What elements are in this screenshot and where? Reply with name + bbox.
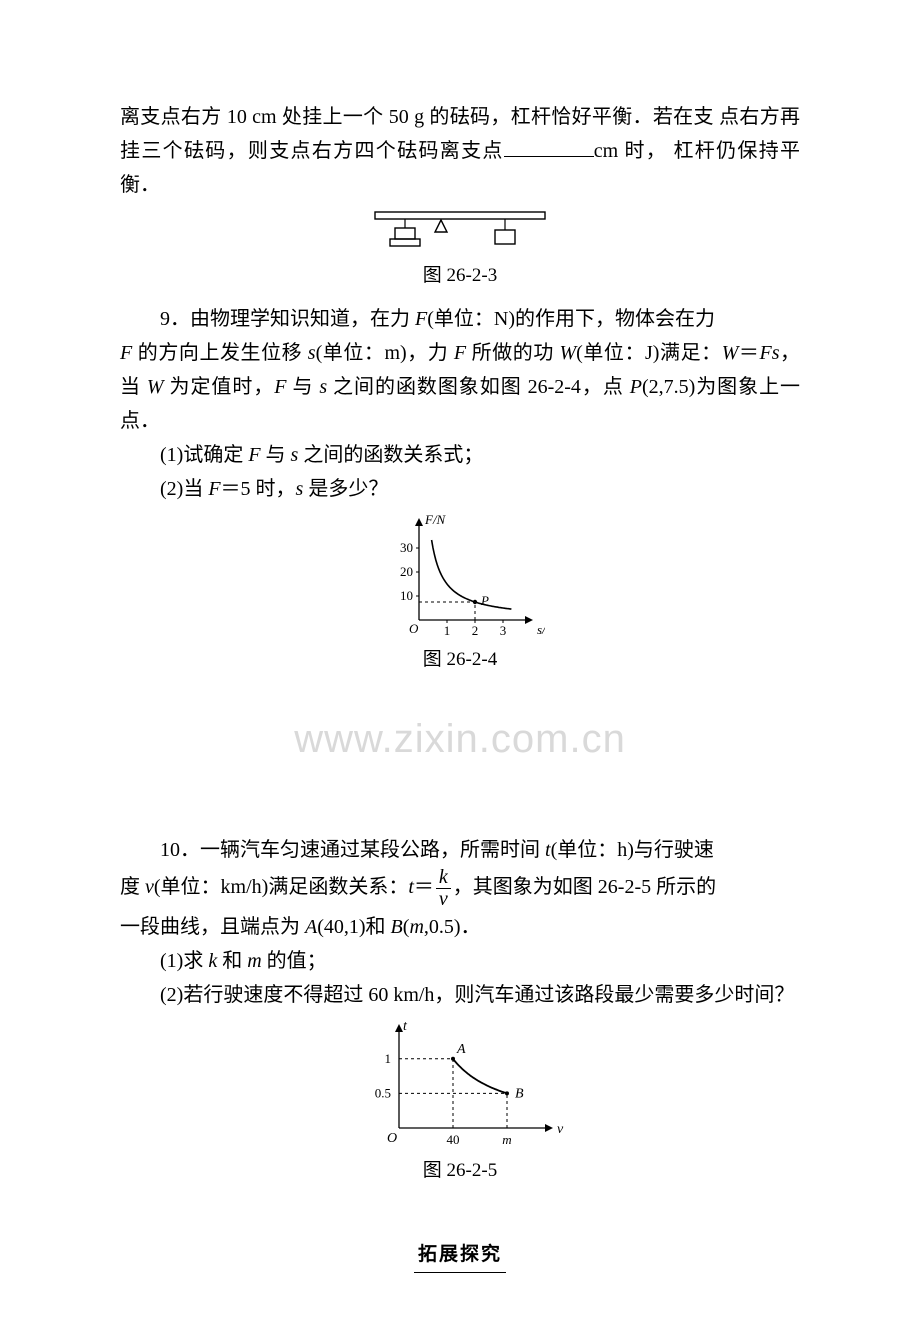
problem-9-q2: (2)当 F＝5 时，s 是多少？ xyxy=(120,472,800,506)
p8-text-2b: cm 时， xyxy=(594,140,667,162)
svg-text:O: O xyxy=(409,621,419,636)
svg-text:O: O xyxy=(387,1131,397,1146)
svg-text:0.5: 0.5 xyxy=(375,1085,391,1100)
problem-10-text-3: 一段曲线，且端点为 A(40,1)和 B(m,0.5)． xyxy=(120,910,800,944)
watermark: www.zixin.com.cn xyxy=(120,705,800,773)
svg-text:F/N: F/N xyxy=(424,512,447,527)
svg-text:P: P xyxy=(480,593,489,608)
svg-text:30: 30 xyxy=(400,540,413,555)
svg-text:A: A xyxy=(456,1041,466,1056)
problem-10-q2: (2)若行驶速度不得超过 60 km/h，则汽车通过该路段最少需要多少时间？ xyxy=(120,978,800,1012)
p8-text-1: 离支点右方 10 cm 处挂上一个 50 g 的砝码，杠杆恰好平衡．若在支 xyxy=(120,106,714,128)
problem-9-q1: (1)试确定 F 与 s 之间的函数关系式； xyxy=(120,438,800,472)
problem-8-text: 离支点右方 10 cm 处挂上一个 50 g 的砝码，杠杆恰好平衡．若在支 点右… xyxy=(120,100,800,202)
svg-text:B: B xyxy=(515,1086,524,1101)
figure-5-caption: 图 26-2-5 xyxy=(120,1155,800,1187)
chart-f-vs-s: 10 20 30 1 2 3 F/N s/m O P xyxy=(375,512,545,642)
problem-10-text: 10．一辆汽车匀速通过某段公路，所需时间 t(单位：h)与行驶速 xyxy=(120,833,800,867)
svg-text:m: m xyxy=(502,1132,511,1147)
figure-26-2-5: t v O 0.5 1 40 m A B 图 26-2-5 xyxy=(120,1018,800,1187)
svg-text:40: 40 xyxy=(447,1132,460,1147)
svg-text:20: 20 xyxy=(400,564,413,579)
svg-text:3: 3 xyxy=(500,623,507,638)
problem-9-text: 9．由物理学知识知道，在力 F(单位：N)的作用下，物体会在力 xyxy=(120,302,800,336)
svg-text:10: 10 xyxy=(400,588,413,603)
problem-10-text-2: 度 v(单位：km/h)满足函数关系：t＝kv，其图象为如图 26-2-5 所示… xyxy=(120,867,800,910)
svg-text:v: v xyxy=(557,1122,564,1137)
svg-text:1: 1 xyxy=(444,623,451,638)
problem-9-text-2: F 的方向上发生位移 s(单位：m)，力 F 所做的功 W(单位：J)满足：W＝… xyxy=(120,336,800,438)
lever-diagram xyxy=(365,208,555,258)
svg-text:1: 1 xyxy=(385,1050,392,1065)
figure-3-caption: 图 26-2-3 xyxy=(120,260,800,292)
section-header: 拓展探究 xyxy=(120,1237,800,1273)
chart-t-vs-v: t v O 0.5 1 40 m A B xyxy=(355,1018,565,1153)
figure-26-2-4: 10 20 30 1 2 3 F/N s/m O P 图 26-2-4 xyxy=(120,512,800,676)
section-title: 拓展探究 xyxy=(414,1238,506,1273)
fraction-k-over-v: kv xyxy=(436,867,451,910)
figure-4-caption: 图 26-2-4 xyxy=(120,644,800,676)
figure-26-2-3: 图 26-2-3 xyxy=(120,208,800,292)
svg-text:s/m: s/m xyxy=(537,622,545,637)
svg-text:2: 2 xyxy=(472,623,479,638)
problem-10-q1: (1)求 k 和 m 的值； xyxy=(120,944,800,978)
svg-text:t: t xyxy=(403,1019,408,1034)
fill-blank xyxy=(504,137,594,157)
